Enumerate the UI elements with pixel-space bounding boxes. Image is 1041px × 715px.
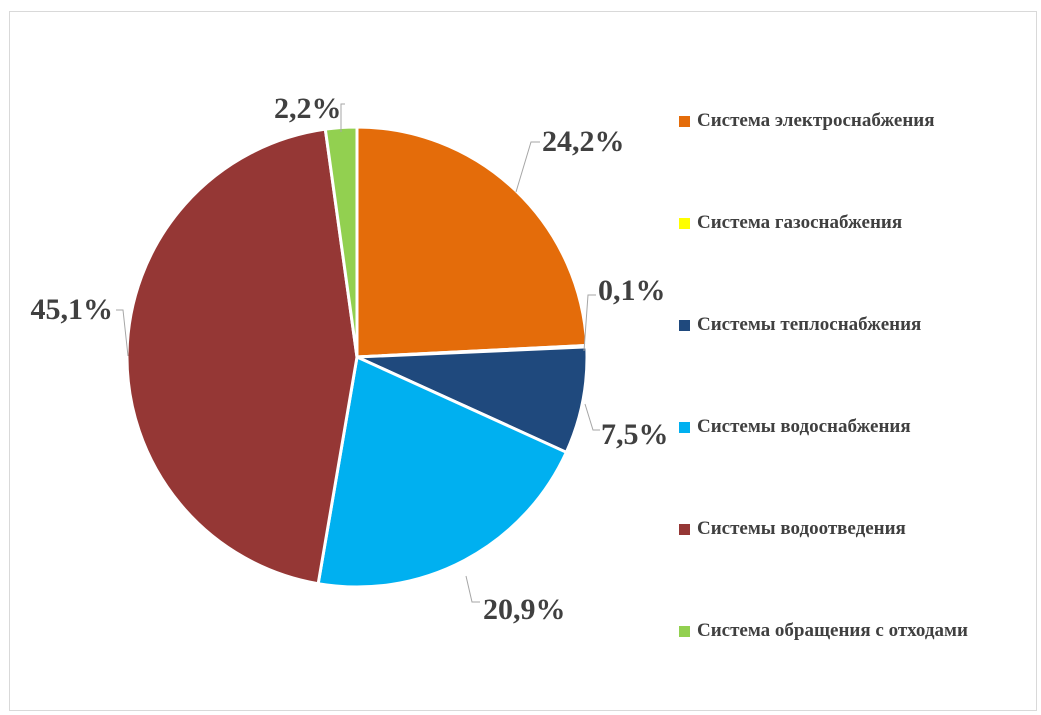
- data-label-6: 2,2%: [274, 92, 342, 125]
- pie-slice-4: [316, 354, 569, 589]
- leader-lines: [116, 103, 600, 603]
- data-label-4: 20,9%: [483, 593, 566, 626]
- pie-slice-5: [125, 127, 359, 586]
- data-label-5: 45,1%: [31, 293, 114, 326]
- leader-line-6: [340, 103, 345, 132]
- legend-item-4: Системы водоснабжения: [679, 415, 911, 439]
- leader-line-5: [116, 309, 129, 357]
- legend-label-4: Системы водоснабжения: [697, 416, 911, 437]
- legend-swatch-1: [679, 115, 690, 127]
- legend-label-1: Система электроснабжения: [697, 110, 935, 131]
- data-labels: 24,2% 0,1% 7,5% 20,9% 45,1% 2,2%: [31, 92, 669, 626]
- pie-slice-1: [355, 125, 589, 359]
- legend-item-5: Системы водоотведения: [679, 517, 906, 541]
- legend-label-6: Система обращения с отходами: [697, 620, 968, 641]
- pie-slices: [125, 125, 589, 589]
- legend-item-1: Система электроснабжения: [679, 109, 935, 133]
- legend-label-3: Системы теплоснабжения: [697, 314, 922, 335]
- leader-line-1: [515, 141, 540, 193]
- legend-swatch-4: [679, 421, 690, 433]
- pie-slice-3: [356, 345, 589, 455]
- data-label-1: 24,2%: [542, 125, 625, 158]
- legend-item-3: Системы теплоснабжения: [679, 313, 921, 337]
- legend-swatch-5: [679, 523, 690, 535]
- legend-swatch-3: [679, 319, 690, 331]
- leader-line-2: [583, 294, 596, 352]
- legend-label-2: Система газоснабжения: [697, 212, 903, 233]
- leader-line-3: [584, 403, 600, 431]
- leader-line-4: [465, 575, 480, 603]
- legend-label-5: Системы водоотведения: [697, 518, 906, 539]
- data-label-3: 7,5%: [601, 418, 669, 451]
- legend-swatch-6: [679, 625, 690, 637]
- legend-item-2: Система газоснабжения: [679, 211, 902, 235]
- data-label-2: 0,1%: [598, 274, 666, 307]
- legend-swatch-2: [679, 217, 690, 229]
- legend-item-6: Система обращения с отходами: [679, 619, 968, 643]
